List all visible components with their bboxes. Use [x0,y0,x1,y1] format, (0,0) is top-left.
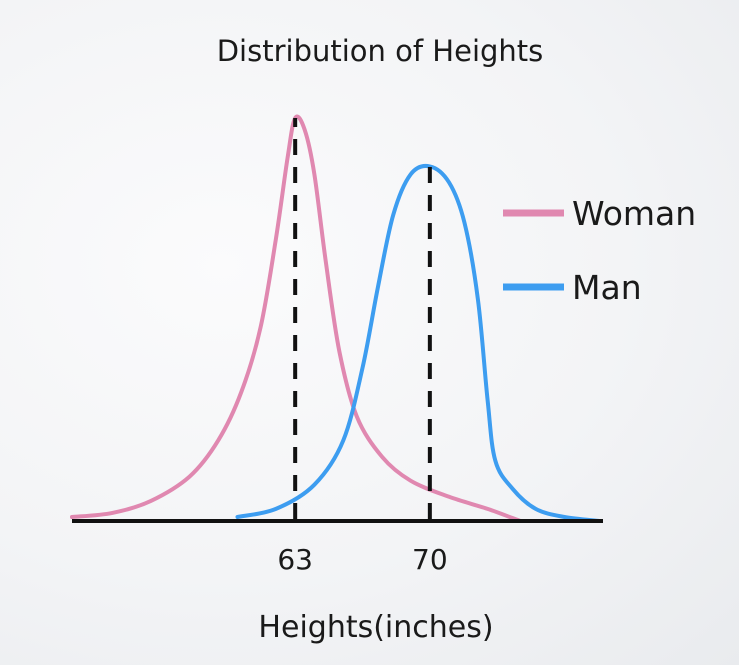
reference-lines-layer [293,118,432,519]
curves-layer [70,114,602,523]
x-ticks: 63 70 [277,543,447,576]
x-axis-label: Heights(inches) [258,610,493,645]
legend-label-woman: Woman [572,194,696,233]
legend: Woman Man [503,194,696,307]
legend-label-man: Man [572,268,642,307]
chart-title: Distribution of Heights [217,34,544,68]
series-line-woman [70,114,523,523]
x-tick-label-70: 70 [412,543,448,576]
series-line-man [235,163,602,523]
x-tick-label-63: 63 [277,543,313,576]
